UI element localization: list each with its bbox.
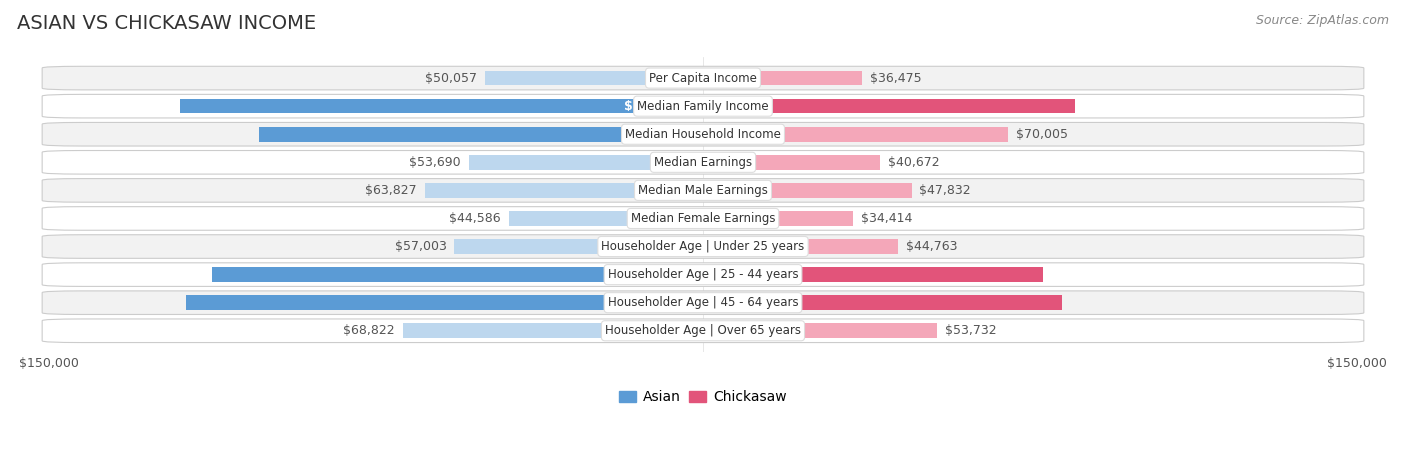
FancyBboxPatch shape — [42, 122, 1364, 146]
Text: $44,586: $44,586 — [449, 212, 501, 225]
Bar — [703, 127, 1008, 142]
Bar — [425, 183, 703, 198]
Legend: Asian, Chickasaw: Asian, Chickasaw — [614, 385, 792, 410]
Text: Median Male Earnings: Median Male Earnings — [638, 184, 768, 197]
Text: Median Earnings: Median Earnings — [654, 156, 752, 169]
Text: $70,005: $70,005 — [1017, 128, 1069, 141]
Text: $47,832: $47,832 — [920, 184, 972, 197]
Bar — [180, 99, 703, 113]
Bar — [485, 71, 703, 85]
Text: Median Female Earnings: Median Female Earnings — [631, 212, 775, 225]
FancyBboxPatch shape — [42, 319, 1364, 343]
FancyBboxPatch shape — [42, 150, 1364, 174]
Bar — [402, 324, 703, 338]
Text: $36,475: $36,475 — [870, 71, 921, 85]
Bar — [703, 99, 1076, 113]
Text: $57,003: $57,003 — [395, 240, 447, 253]
Bar — [468, 155, 703, 170]
Bar — [703, 296, 1062, 310]
Bar — [454, 239, 703, 254]
Text: $44,763: $44,763 — [905, 240, 957, 253]
Text: $118,426: $118,426 — [624, 296, 690, 309]
Bar — [260, 127, 703, 142]
Text: Per Capita Income: Per Capita Income — [650, 71, 756, 85]
Text: $50,057: $50,057 — [425, 71, 477, 85]
FancyBboxPatch shape — [42, 66, 1364, 90]
Text: Median Household Income: Median Household Income — [626, 128, 780, 141]
Text: $101,681: $101,681 — [624, 128, 690, 141]
Text: $68,822: $68,822 — [343, 324, 395, 337]
Text: Householder Age | 25 - 44 years: Householder Age | 25 - 44 years — [607, 268, 799, 281]
Bar — [703, 71, 862, 85]
Text: $34,414: $34,414 — [860, 212, 912, 225]
Bar — [703, 239, 898, 254]
Text: Median Family Income: Median Family Income — [637, 99, 769, 113]
FancyBboxPatch shape — [42, 178, 1364, 202]
Text: Householder Age | Over 65 years: Householder Age | Over 65 years — [605, 324, 801, 337]
Text: $85,356: $85,356 — [716, 99, 773, 113]
Bar — [703, 183, 911, 198]
Text: $40,672: $40,672 — [889, 156, 939, 169]
Bar — [703, 155, 880, 170]
Text: Householder Age | Under 25 years: Householder Age | Under 25 years — [602, 240, 804, 253]
Text: Source: ZipAtlas.com: Source: ZipAtlas.com — [1256, 14, 1389, 27]
FancyBboxPatch shape — [42, 263, 1364, 286]
Bar — [703, 324, 938, 338]
FancyBboxPatch shape — [42, 207, 1364, 230]
FancyBboxPatch shape — [42, 235, 1364, 258]
Text: Householder Age | 45 - 64 years: Householder Age | 45 - 64 years — [607, 296, 799, 309]
FancyBboxPatch shape — [42, 94, 1364, 118]
Bar — [509, 211, 703, 226]
Text: $119,955: $119,955 — [624, 99, 690, 113]
Text: $53,732: $53,732 — [945, 324, 997, 337]
Text: $77,929: $77,929 — [716, 268, 773, 281]
FancyBboxPatch shape — [42, 291, 1364, 314]
Text: $112,666: $112,666 — [624, 268, 690, 281]
Text: ASIAN VS CHICKASAW INCOME: ASIAN VS CHICKASAW INCOME — [17, 14, 316, 33]
Bar — [703, 211, 853, 226]
Bar — [211, 267, 703, 282]
Text: $63,827: $63,827 — [366, 184, 416, 197]
Text: $53,690: $53,690 — [409, 156, 461, 169]
Text: $82,193: $82,193 — [716, 296, 773, 309]
Bar — [187, 296, 703, 310]
Bar — [703, 267, 1043, 282]
